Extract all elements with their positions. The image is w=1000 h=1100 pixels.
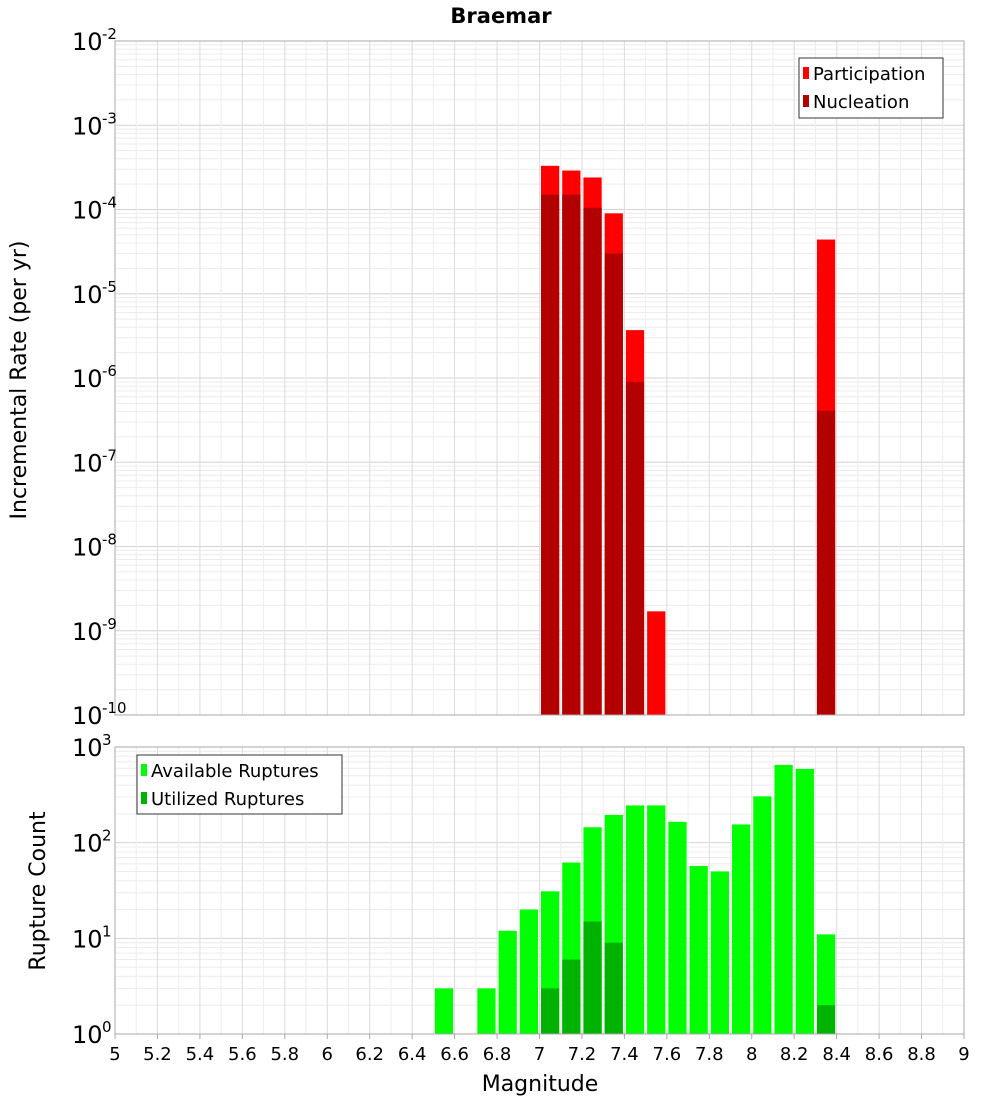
bottom-y-tick-label: 10 (72, 734, 103, 762)
top-y-tick-label: 10 (72, 365, 103, 393)
top-y-tick-label: 10 (72, 112, 103, 140)
bottom-bar-available-ruptures (519, 909, 538, 1034)
top-y-tick-exponent: -5 (102, 278, 117, 296)
top-y-tick-exponent: -8 (102, 531, 117, 549)
x-tick-label: 8.6 (865, 1044, 894, 1065)
bottom-legend-label: Available Ruptures (151, 761, 319, 782)
bottom-y-tick-label: 10 (72, 830, 103, 858)
top-y-tick-exponent: -9 (102, 615, 117, 633)
x-tick-label: 6 (322, 1044, 333, 1065)
bottom-legend-swatch (141, 764, 147, 776)
top-y-tick-label: 10 (72, 534, 103, 562)
top-bar-nucleation (604, 253, 623, 715)
top-legend-box (798, 57, 944, 119)
top-y-tick-exponent: -4 (102, 194, 117, 212)
x-tick-label: 5.2 (143, 1044, 172, 1065)
bottom-bar-available-ruptures (753, 796, 772, 1034)
x-tick-label: 7.2 (568, 1044, 597, 1065)
x-axis-label: Magnitude (482, 1072, 599, 1097)
x-tick-label: 5.8 (270, 1044, 299, 1065)
top-bar-nucleation (541, 194, 560, 715)
bottom-bar-utilized-ruptures (816, 1005, 836, 1034)
top-legend-label: Nucleation (813, 92, 909, 113)
bottom-y-tick-exponent: 2 (102, 827, 112, 845)
x-tick-label: 8.2 (780, 1044, 809, 1065)
top-y-tick-exponent: -2 (102, 25, 117, 43)
top-y-tick-exponent: -10 (102, 699, 127, 717)
top-y-tick-exponent: -3 (102, 109, 117, 127)
x-tick-label: 7.6 (653, 1044, 682, 1065)
top-y-tick-exponent: -7 (102, 446, 117, 464)
x-tick-label: 7.8 (695, 1044, 724, 1065)
x-tick-label: 8 (746, 1044, 757, 1065)
top-y-tick-label: 10 (72, 449, 103, 477)
x-tick-label: 6.2 (355, 1044, 384, 1065)
top-plot-border (114, 40, 965, 716)
bottom-bar-available-ruptures (477, 988, 496, 1034)
bottom-bar-available-ruptures (732, 824, 751, 1034)
bottom-y-axis-label: Rupture Count (26, 811, 51, 971)
bottom-bar-utilized-ruptures (562, 959, 581, 1034)
bottom-bar-available-ruptures (434, 988, 454, 1034)
top-bar-nucleation (562, 194, 581, 715)
x-tick-label: 5.6 (228, 1044, 257, 1065)
bottom-bar-utilized-ruptures (583, 921, 602, 1034)
bottom-bar-utilized-ruptures (541, 988, 560, 1034)
top-y-axis-label: Incremental Rate (per yr) (7, 241, 32, 520)
top-y-tick-exponent: -6 (102, 362, 117, 380)
bottom-bar-available-ruptures (668, 821, 687, 1034)
top-y-tick-label: 10 (72, 197, 103, 225)
bottom-bar-available-ruptures (710, 871, 730, 1034)
top-bar-nucleation (625, 381, 645, 715)
top-legend-label: Participation (813, 64, 925, 85)
bottom-bar-available-ruptures (625, 805, 645, 1034)
x-tick-label: 9 (958, 1044, 969, 1065)
top-bar-participation (647, 611, 666, 715)
bottom-bar-available-ruptures (774, 764, 793, 1034)
x-tick-label: 7.4 (610, 1044, 639, 1065)
top-y-tick-label: 10 (72, 618, 103, 646)
x-tick-label: 5 (109, 1044, 120, 1065)
top-y-tick-label: 10 (72, 281, 103, 309)
bottom-y-tick-exponent: 1 (102, 922, 112, 940)
bottom-y-tick-label: 10 (72, 925, 103, 953)
x-tick-label: 6.6 (440, 1044, 469, 1065)
bottom-legend-swatch (141, 792, 147, 804)
x-tick-label: 6.8 (483, 1044, 512, 1065)
top-bar-nucleation (816, 410, 836, 715)
x-axis: 5 5.2 5.4 5.6 5.8 6 6.2 6.4 6.6 6.8 7 7.2 7.4 7.6 7.8 8… (109, 1034, 970, 1065)
bottom-legend-box (136, 754, 343, 815)
chart-title: Braemar (450, 4, 552, 28)
x-tick-label: 6.4 (398, 1044, 427, 1065)
x-tick-label: 7 (534, 1044, 545, 1065)
bottom-y-tick-exponent: 3 (102, 731, 112, 749)
x-tick-label: 5.4 (186, 1044, 215, 1065)
top-y-tick-label: 10 (72, 702, 103, 730)
top-y-tick-label: 10 (72, 28, 103, 56)
bottom-bar-available-ruptures (795, 768, 814, 1034)
bottom-y-tick-exponent: 0 (102, 1018, 112, 1036)
top-legend-swatch (803, 95, 809, 107)
bottom-bar-available-ruptures (647, 805, 666, 1034)
bottom-legend-label: Utilized Ruptures (151, 789, 304, 810)
x-tick-label: 8.8 (907, 1044, 936, 1065)
top-legend-swatch (803, 67, 809, 79)
bottom-bar-utilized-ruptures (604, 942, 623, 1034)
bottom-bar-available-ruptures (689, 866, 708, 1034)
top-bar-nucleation (583, 207, 602, 716)
bottom-y-tick-label: 10 (72, 1021, 103, 1049)
x-tick-label: 8.4 (822, 1044, 851, 1065)
bottom-bar-available-ruptures (498, 930, 517, 1034)
